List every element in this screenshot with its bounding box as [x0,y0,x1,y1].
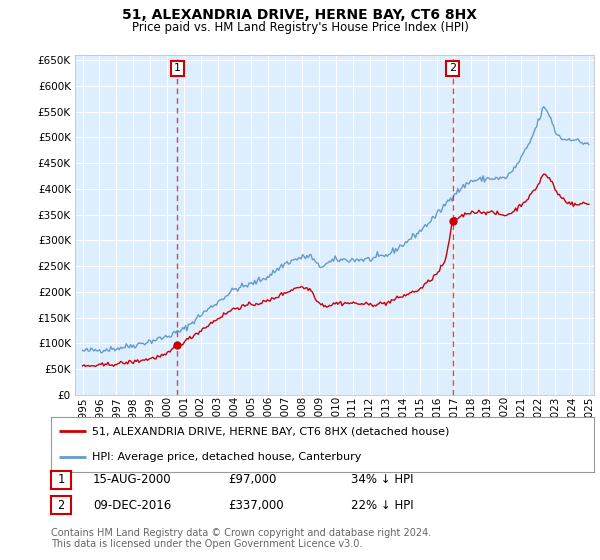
Text: HPI: Average price, detached house, Canterbury: HPI: Average price, detached house, Cant… [92,452,361,461]
Text: 1: 1 [58,473,64,487]
Text: 34% ↓ HPI: 34% ↓ HPI [351,473,413,487]
Text: Contains HM Land Registry data © Crown copyright and database right 2024.
This d: Contains HM Land Registry data © Crown c… [51,528,431,549]
Text: 22% ↓ HPI: 22% ↓ HPI [351,498,413,512]
Text: Price paid vs. HM Land Registry's House Price Index (HPI): Price paid vs. HM Land Registry's House … [131,21,469,34]
Text: 2: 2 [449,63,456,73]
Text: 15-AUG-2000: 15-AUG-2000 [93,473,172,487]
Text: 1: 1 [174,63,181,73]
Text: 09-DEC-2016: 09-DEC-2016 [93,498,171,512]
Text: 2: 2 [58,498,64,512]
Text: £337,000: £337,000 [228,498,284,512]
Text: 51, ALEXANDRIA DRIVE, HERNE BAY, CT6 8HX: 51, ALEXANDRIA DRIVE, HERNE BAY, CT6 8HX [122,8,478,22]
Text: £97,000: £97,000 [228,473,277,487]
Text: 51, ALEXANDRIA DRIVE, HERNE BAY, CT6 8HX (detached house): 51, ALEXANDRIA DRIVE, HERNE BAY, CT6 8HX… [92,427,449,436]
